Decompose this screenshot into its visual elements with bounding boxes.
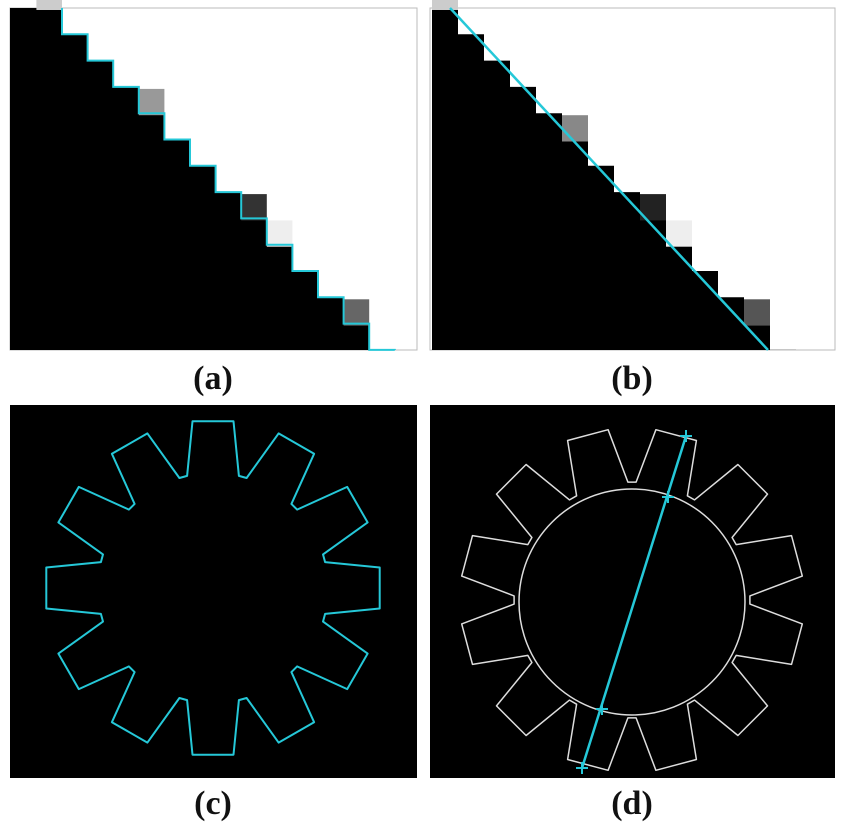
panel-label: (b): [611, 360, 653, 397]
panel-c: [10, 405, 417, 778]
panel-label: (c): [194, 785, 232, 822]
grey-pixel: [241, 194, 267, 220]
grey-pixel: [36, 0, 62, 10]
grey-pixel: [139, 89, 165, 115]
panel-label: (d): [611, 785, 653, 822]
panel-d: [430, 405, 835, 778]
figure: (a) (b) (c) (d): [0, 0, 843, 830]
grey-pixel: [432, 0, 458, 10]
grey-pixel: [267, 220, 293, 246]
grey-pixel: [344, 299, 370, 325]
panel-label: (a): [193, 360, 233, 397]
grey-pixel: [744, 299, 770, 325]
grey-pixel: [562, 115, 588, 141]
